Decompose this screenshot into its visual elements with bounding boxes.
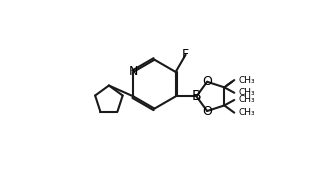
- Text: N: N: [129, 66, 138, 78]
- Text: CH₃: CH₃: [239, 76, 256, 85]
- Text: B: B: [192, 89, 201, 103]
- Text: CH₃: CH₃: [239, 108, 256, 117]
- Text: CH₃: CH₃: [239, 88, 256, 97]
- Text: F: F: [182, 48, 189, 61]
- Text: CH₃: CH₃: [239, 96, 256, 104]
- Text: O: O: [202, 75, 212, 88]
- Text: O: O: [202, 104, 212, 117]
